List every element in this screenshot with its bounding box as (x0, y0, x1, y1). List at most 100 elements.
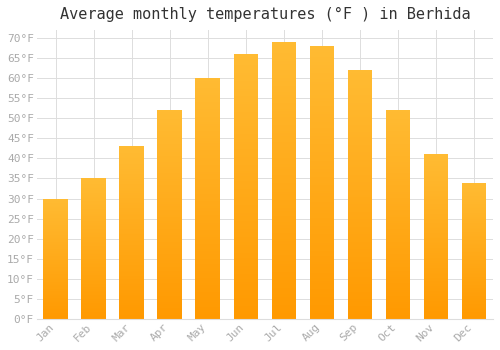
Bar (196, 198, 220, 201)
Bar (158, 269, 182, 271)
Bar (386, 119, 410, 121)
Bar (82, 249, 106, 250)
Bar (310, 286, 334, 289)
Bar (234, 78, 258, 80)
Bar (120, 153, 144, 155)
Bar (44, 307, 68, 308)
Bar (462, 308, 486, 309)
Bar (120, 264, 144, 265)
Bar (158, 177, 182, 179)
Bar (120, 203, 144, 205)
Bar (424, 283, 448, 284)
Bar (44, 265, 68, 266)
Bar (310, 275, 334, 278)
Bar (386, 127, 410, 129)
Bar (386, 260, 410, 262)
Bar (44, 272, 68, 273)
Bar (386, 190, 410, 192)
Bar (44, 267, 68, 268)
Bar (462, 182, 486, 184)
Bar (386, 140, 410, 142)
Bar (386, 188, 410, 190)
Bar (462, 187, 486, 188)
Bar (386, 294, 410, 296)
Bar (158, 154, 182, 156)
Bar (386, 154, 410, 156)
Bar (386, 123, 410, 125)
Bar (158, 252, 182, 254)
Bar (424, 281, 448, 283)
Bar (310, 142, 334, 144)
Bar (462, 238, 486, 240)
Bar (44, 233, 68, 235)
Bar (424, 182, 448, 184)
Bar (462, 263, 486, 264)
Bar (234, 155, 258, 158)
Bar (462, 301, 486, 302)
Bar (348, 272, 372, 274)
Bar (120, 288, 144, 289)
Bar (386, 152, 410, 154)
Bar (158, 196, 182, 198)
Bar (196, 239, 220, 242)
Bar (120, 291, 144, 293)
Bar (462, 229, 486, 230)
Bar (424, 311, 448, 312)
Bar (462, 188, 486, 189)
Bar (120, 179, 144, 181)
Bar (386, 288, 410, 290)
Bar (158, 244, 182, 246)
Bar (462, 264, 486, 266)
Bar (120, 217, 144, 219)
Bar (424, 307, 448, 309)
Bar (310, 199, 334, 202)
Bar (44, 308, 68, 309)
Bar (44, 206, 68, 207)
Bar (424, 268, 448, 270)
Bar (348, 130, 372, 132)
Bar (158, 181, 182, 183)
Bar (158, 233, 182, 236)
Bar (120, 184, 144, 186)
Bar (310, 308, 334, 311)
Bar (120, 159, 144, 160)
Bar (158, 156, 182, 158)
Bar (272, 286, 296, 288)
Bar (158, 183, 182, 186)
Bar (120, 302, 144, 303)
Bar (386, 304, 410, 306)
Bar (120, 186, 144, 188)
Bar (272, 53, 296, 56)
Bar (348, 157, 372, 160)
Bar (82, 243, 106, 245)
Bar (234, 176, 258, 178)
Bar (44, 312, 68, 313)
Bar (82, 212, 106, 214)
Bar (120, 252, 144, 253)
Bar (272, 128, 296, 131)
Bar (462, 304, 486, 305)
Bar (272, 291, 296, 294)
Bar (158, 296, 182, 298)
Bar (158, 171, 182, 173)
Bar (120, 220, 144, 222)
Bar (462, 199, 486, 200)
Bar (158, 223, 182, 225)
Bar (82, 219, 106, 220)
Bar (158, 238, 182, 240)
Bar (424, 266, 448, 268)
Bar (462, 279, 486, 281)
Bar (462, 278, 486, 279)
Bar (462, 316, 486, 317)
Bar (120, 183, 144, 184)
Bar (386, 183, 410, 186)
Bar (44, 294, 68, 295)
Bar (348, 98, 372, 100)
Bar (348, 107, 372, 110)
Bar (424, 202, 448, 204)
Bar (44, 313, 68, 314)
Bar (348, 307, 372, 309)
Bar (348, 140, 372, 142)
Bar (386, 194, 410, 196)
Bar (44, 290, 68, 291)
